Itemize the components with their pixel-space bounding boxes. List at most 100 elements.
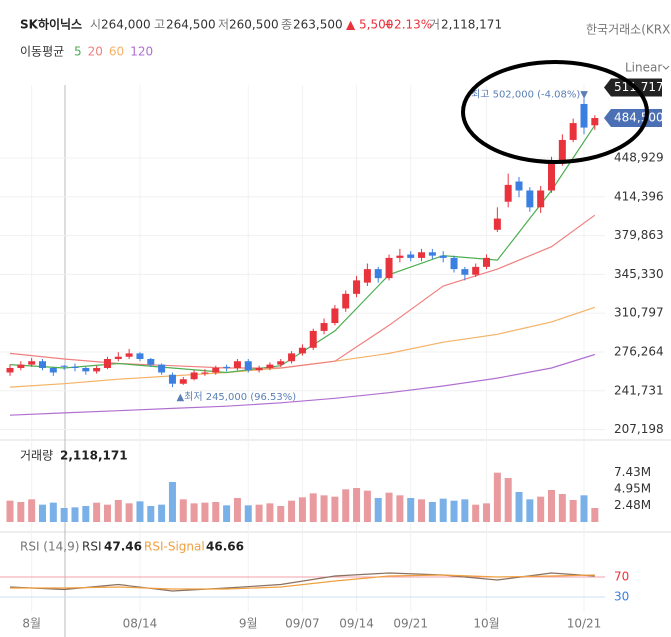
x-tick-label: 09/14 <box>339 617 374 631</box>
volume-bar <box>472 504 480 522</box>
ma-legend: 20 <box>88 45 103 59</box>
volume-bar <box>428 502 436 522</box>
signal-name: RSI-Signal <box>144 540 205 554</box>
volume-bar <box>71 507 79 522</box>
candle-body <box>298 347 306 354</box>
price-tag-label: 484,500 <box>614 111 664 125</box>
volume-bar <box>580 495 588 522</box>
volume-bar <box>49 502 57 522</box>
volume-bar <box>168 482 176 522</box>
candle-body <box>428 252 436 256</box>
volume-bar <box>277 506 285 522</box>
volume-bar <box>374 498 382 522</box>
candle-body <box>309 330 317 348</box>
volume-bar <box>385 492 393 522</box>
volume-bar <box>515 492 523 522</box>
ohlc-value: 260,500 <box>229 18 279 32</box>
volume-bar <box>38 504 46 522</box>
candle-body <box>233 361 241 368</box>
volume-bar <box>28 499 36 522</box>
candle-body <box>537 190 545 208</box>
ma-legend: 5 <box>74 45 82 59</box>
volume-bar <box>342 489 350 522</box>
volume-bar <box>504 478 512 522</box>
volume-bar <box>103 504 111 522</box>
volume-bar <box>223 505 231 522</box>
candle-body <box>374 269 382 279</box>
candle-body <box>103 359 111 368</box>
stock-name: SK하이닉스 <box>20 17 82 32</box>
y-tick-label: 448,929 <box>614 150 664 164</box>
candle-body <box>515 181 523 191</box>
volume-bar <box>288 500 296 522</box>
candle-body <box>580 103 588 128</box>
volume-bar <box>407 498 415 522</box>
candle-body <box>483 257 491 267</box>
highlight-circle <box>461 60 649 164</box>
volume-current: 2,118,171 <box>60 449 128 463</box>
ma-label: 이동평균 <box>20 45 64 59</box>
volume-bar <box>493 472 501 522</box>
candle-body <box>385 257 393 279</box>
candle-body <box>266 364 274 368</box>
volume-bar <box>233 498 241 522</box>
volume-bar <box>483 503 491 522</box>
volume-bar <box>190 503 198 522</box>
ohlc-value: 264,000 <box>101 18 151 32</box>
extreme-annotation: ▲최저 245,000 (96.53%) <box>176 391 296 403</box>
volume-bar <box>537 496 545 522</box>
line-series <box>10 574 595 590</box>
exchange: 한국거래소(KRX <box>586 23 670 37</box>
dropdown-arrow[interactable] <box>662 65 670 70</box>
y-tick-label: 276,264 <box>614 344 664 358</box>
candle-body <box>158 364 166 373</box>
ohlc-key: 고 <box>154 18 165 32</box>
line-series <box>9 353 595 416</box>
candle-body <box>558 139 566 163</box>
x-tick-label: 10월 <box>473 617 499 631</box>
candle-body <box>418 252 426 258</box>
candle-body <box>288 353 296 362</box>
candle-body <box>212 367 220 373</box>
candle-body <box>114 356 122 360</box>
volume-bar <box>255 504 263 522</box>
volume-bar <box>136 501 144 522</box>
volume-bar <box>591 508 599 522</box>
candle-body <box>17 364 25 368</box>
y-tick-label: 414,396 <box>614 189 664 203</box>
candle-body <box>179 379 187 384</box>
candle-body <box>331 308 339 324</box>
candle-body <box>38 361 46 368</box>
candle-body <box>591 118 599 126</box>
candle-body <box>136 353 144 360</box>
volume-bar <box>461 499 469 522</box>
volume-bar <box>396 495 404 522</box>
y-tick-label: 70 <box>614 570 629 584</box>
change: ▲ 5,500 <box>346 18 393 32</box>
volume-bar <box>201 502 209 522</box>
volume-label: 거래량 <box>20 449 53 463</box>
rsi-name: RSI <box>82 540 102 554</box>
volume-bar <box>418 499 426 522</box>
candle-body <box>190 372 198 380</box>
candle-body <box>201 372 209 374</box>
rsi-current: 47.46 <box>104 540 142 554</box>
volume-bar <box>266 503 274 522</box>
x-tick-label: 10/21 <box>567 617 602 631</box>
candle-body <box>49 367 57 373</box>
candle-body <box>71 366 79 368</box>
ohlc-value: 264,500 <box>166 18 216 32</box>
scale-select[interactable]: Linear <box>625 61 662 75</box>
ohlc-value: 263,500 <box>293 18 343 32</box>
y-tick-label: 2.48M <box>614 498 651 512</box>
volume-bar <box>309 493 317 522</box>
y-tick-label: 310,797 <box>614 306 664 320</box>
candle-body <box>277 361 285 365</box>
volume-bar <box>93 502 101 522</box>
line-series <box>9 572 595 592</box>
volume-bar <box>244 505 252 522</box>
volume-key: 거 <box>429 18 440 32</box>
candle-body <box>353 280 361 294</box>
extreme-annotation: 최고 502,000 (-4.08%)▼ <box>471 88 588 100</box>
volume-bar <box>353 488 361 522</box>
